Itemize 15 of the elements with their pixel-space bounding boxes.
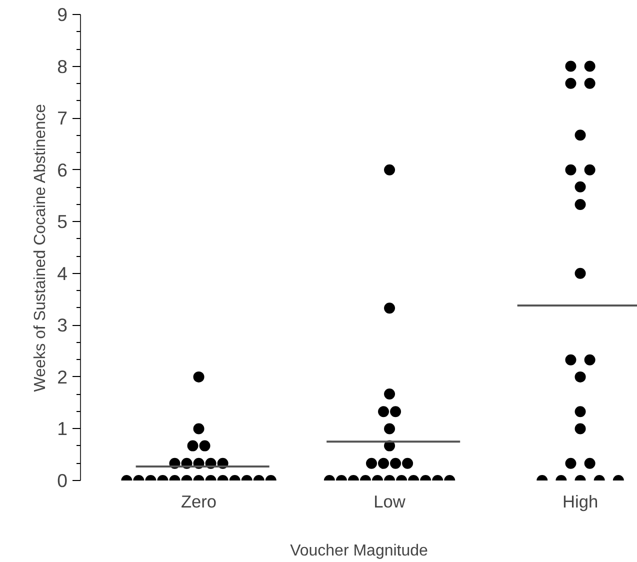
- x-tick-label: Low: [374, 492, 406, 512]
- y-tick-label: 0: [57, 470, 68, 491]
- y-tick-label: 3: [57, 314, 68, 336]
- y-axis-title: Weeks of Sustained Cocaine Abstinence: [32, 104, 50, 392]
- x-tick-label: Zero: [180, 492, 217, 512]
- y-tick-label: 4: [57, 262, 68, 284]
- y-tick-label: 5: [57, 211, 68, 232]
- y-tick-label: 9: [57, 4, 68, 25]
- y-tick-label: 1: [57, 418, 68, 440]
- y-tick-label: 7: [57, 108, 68, 129]
- y-tick-label: 2: [57, 366, 68, 388]
- x-axis-title: Voucher Magnitude: [290, 542, 428, 560]
- x-tick-label: High: [562, 492, 598, 512]
- y-tick-label: 6: [57, 159, 68, 180]
- y-tick-label: 8: [57, 56, 68, 77]
